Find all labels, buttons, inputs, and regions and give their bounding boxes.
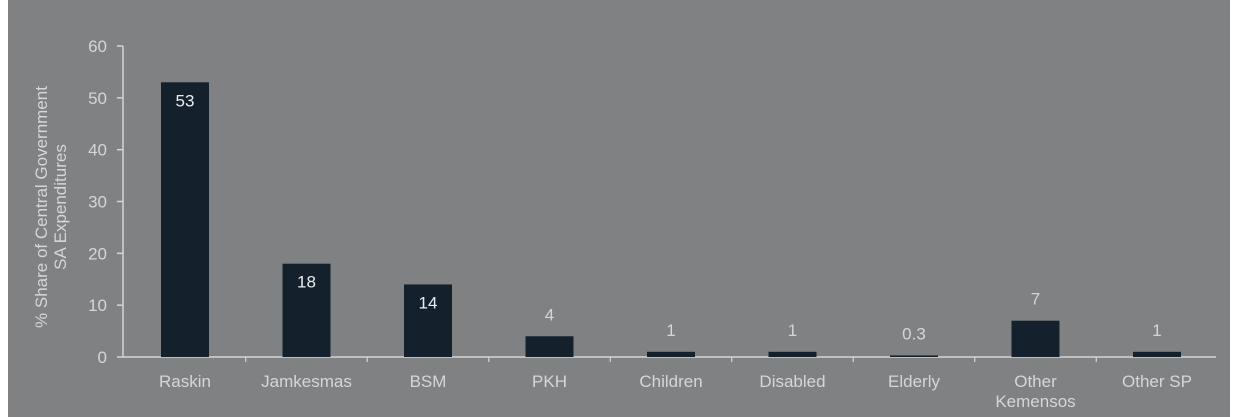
bar-chart: 0 10 20 30 40 50 60 53 Raskin 18 Jamkesmas 14 BSM 4 PK… xyxy=(88,37,1216,411)
bar xyxy=(1133,351,1181,357)
bar xyxy=(282,263,331,357)
y-tick-label: 60 xyxy=(88,37,107,56)
data-label: 18 xyxy=(297,273,316,292)
data-label: 1 xyxy=(666,321,675,340)
x-category-label: PKH xyxy=(532,372,567,391)
bar xyxy=(525,336,574,357)
bar xyxy=(404,284,452,357)
y-tick-label: 40 xyxy=(88,141,107,160)
y-tick-label: 20 xyxy=(88,244,107,263)
x-category-label-line: BSM xyxy=(410,372,447,391)
x-category-label-line: Other SP xyxy=(1122,372,1192,391)
data-label: 14 xyxy=(419,293,438,312)
chart-panel: % Share of Central Government SA Expendi… xyxy=(8,0,1230,417)
x-category-label: BSM xyxy=(410,372,447,391)
x-category-label: Children xyxy=(639,372,702,391)
x-category-label: Jamkesmas xyxy=(261,372,352,391)
x-category-label-line: Kemensos xyxy=(995,392,1075,411)
x-category-label-line: Elderly xyxy=(888,372,940,391)
y-tick-label: 50 xyxy=(88,89,107,108)
data-label: 1 xyxy=(788,321,797,340)
x-category-label: Raskin xyxy=(159,372,211,391)
data-label: 53 xyxy=(176,91,195,110)
x-category-label: Disabled xyxy=(759,372,825,391)
data-label: 0.3 xyxy=(902,324,926,343)
y-tick-label: 0 xyxy=(98,348,107,367)
data-label: 4 xyxy=(545,305,554,324)
y-tick-label: 30 xyxy=(88,193,107,212)
x-category-label-line: Jamkesmas xyxy=(261,372,352,391)
x-category-label-line: Raskin xyxy=(159,372,211,391)
x-category-label-line: Disabled xyxy=(759,372,825,391)
x-category-label: Other SP xyxy=(1122,372,1192,391)
bar xyxy=(161,82,209,358)
y-tick-label: 10 xyxy=(88,296,107,315)
x-category-label-line: PKH xyxy=(532,372,567,391)
x-category-label-line: Children xyxy=(639,372,702,391)
data-label: 7 xyxy=(1031,290,1040,309)
bar xyxy=(647,351,695,357)
x-category-label-line: Other xyxy=(1014,372,1057,391)
bar xyxy=(768,351,817,357)
x-category-label: Other Kemensos xyxy=(995,372,1075,411)
bar xyxy=(890,355,938,357)
x-category-label: Elderly xyxy=(888,372,940,391)
data-label: 1 xyxy=(1152,321,1161,340)
bar xyxy=(1011,320,1060,357)
